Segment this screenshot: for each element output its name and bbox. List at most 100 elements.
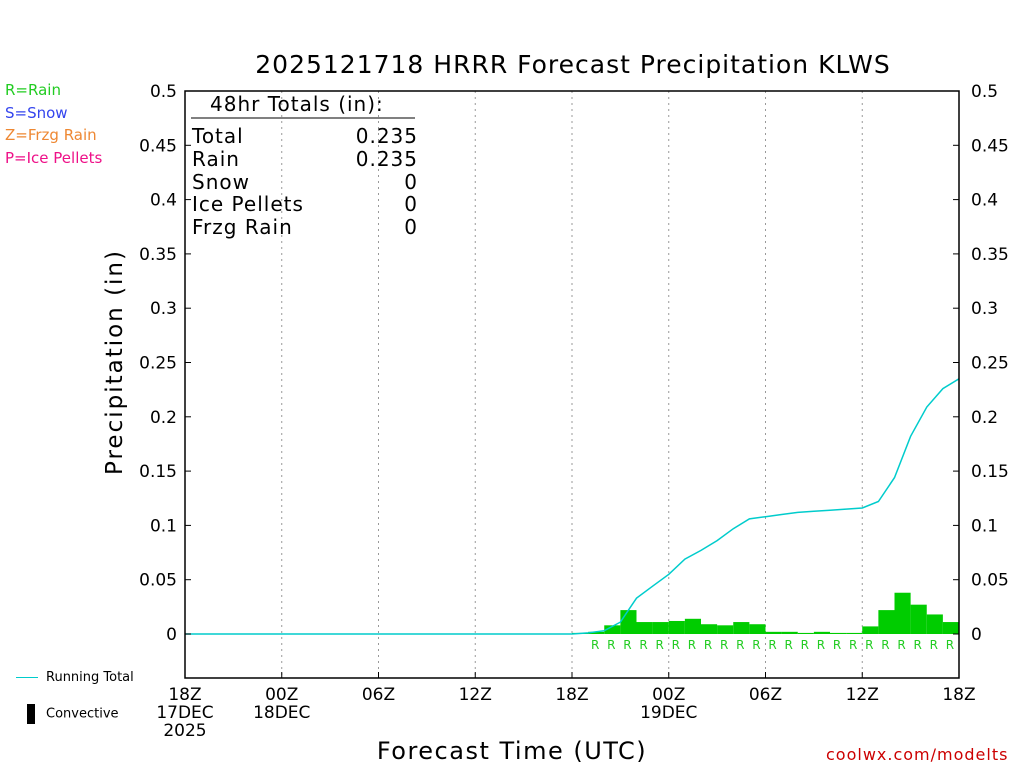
y-tick-label-left: 0.35 <box>139 245 177 265</box>
y-tick-label-left: 0.05 <box>139 571 177 591</box>
running-total-key: Running Total <box>16 670 134 685</box>
precip-bar <box>652 622 669 634</box>
precip-bar <box>813 631 830 634</box>
precip-bar <box>636 622 653 634</box>
precip-bar <box>894 592 911 634</box>
precip-bar <box>604 625 621 634</box>
totals-value-snow: 0 <box>404 170 418 194</box>
totals-value-frzg-rain: 0 <box>404 215 418 239</box>
y-tick-label-left: 0.5 <box>150 82 177 102</box>
x-tick-label: 17DEC <box>156 703 213 723</box>
ptype-label: R <box>801 638 809 652</box>
x-tick-label: 12Z <box>846 685 879 705</box>
ptype-label: R <box>865 638 873 652</box>
y-tick-label-right: 0.4 <box>971 191 998 211</box>
grid-layer <box>281 91 863 678</box>
running-total-label: Running Total <box>46 670 134 685</box>
ptype-label: R <box>672 638 680 652</box>
y-tick-label-right: 0.2 <box>971 408 998 428</box>
precip-bar <box>684 618 701 634</box>
y-tick-label-right: 0.25 <box>971 354 1009 374</box>
y-tick-label-right: 0.3 <box>971 299 998 319</box>
convective-swatch <box>27 704 35 724</box>
y-tick-label-right: 0 <box>971 625 982 645</box>
ptype-label: R <box>704 638 712 652</box>
totals-value-ice-pellets: 0 <box>404 192 418 216</box>
convective-label: Convective <box>46 706 119 722</box>
y-tick-label-right: 0.1 <box>971 516 998 536</box>
ptype-label: R <box>817 638 825 652</box>
ptype-label: R <box>784 638 792 652</box>
ptype-label: R <box>768 638 776 652</box>
y-tick-label-left: 0.1 <box>150 516 177 536</box>
precip-bar <box>926 614 943 634</box>
ptype-label: R <box>720 638 728 652</box>
x-tick-label: 19DEC <box>640 703 697 723</box>
x-axis-label: Forecast Time (UTC) <box>377 737 647 765</box>
precip-bar <box>701 624 718 634</box>
legend-rain: R=Rain <box>5 81 61 99</box>
precip-bar <box>588 631 605 634</box>
line-layer <box>185 378 960 635</box>
chart-title: 2025121718 HRRR Forecast Precipitation K… <box>255 50 891 79</box>
y-tick-label-left: 0.4 <box>150 191 177 211</box>
axes-layer: 0 00.05 0.050.1 0.10.15 0.150.2 0.20.25 0.250.… <box>139 82 1009 741</box>
precip-bar <box>781 631 798 634</box>
y-tick-label-right: 0.05 <box>971 571 1009 591</box>
x-tick-label: 18Z <box>555 685 588 705</box>
totals-label-ice-pellets: Ice Pellets <box>192 192 304 216</box>
ptype-label: R <box>752 638 760 652</box>
legend-ice-pellets: P=Ice Pellets <box>5 149 103 167</box>
precip-bar <box>733 622 750 634</box>
ptype-label: R <box>849 638 857 652</box>
x-tick-label: 06Z <box>362 685 395 705</box>
ptype-label: R <box>655 638 663 652</box>
y-tick-label-right: 0.35 <box>971 245 1009 265</box>
precip-bar <box>942 622 959 634</box>
totals-label-rain: Rain <box>192 147 240 171</box>
y-tick-label-left: 0.3 <box>150 299 177 319</box>
y-tick-label-left: 0.25 <box>139 354 177 374</box>
totals-label-snow: Snow <box>192 170 250 194</box>
y-axis-label: Precipitation (in) <box>102 249 128 475</box>
precip-bar <box>765 631 782 634</box>
ptype-label: R <box>930 638 938 652</box>
credit-text: coolwx.com/modelts <box>826 745 1009 764</box>
convective-key: Convective <box>27 704 119 724</box>
ptype-label: R <box>607 638 615 652</box>
precip-bar <box>830 632 847 634</box>
running-total-line <box>185 378 960 635</box>
ptype-label: R <box>913 638 921 652</box>
precip-bar <box>862 626 879 634</box>
x-tick-label: 18Z <box>942 685 975 705</box>
y-tick-label-right: 0.45 <box>971 136 1009 156</box>
ptype-label: R <box>623 638 631 652</box>
ptype-label: R <box>688 638 696 652</box>
x-tick-label: 00Z <box>652 685 685 705</box>
totals-label-total: Total <box>191 124 244 148</box>
ptype-label: R <box>897 638 905 652</box>
precip-bar <box>749 624 766 634</box>
ptype-label: R <box>881 638 889 652</box>
x-tick-label: 12Z <box>459 685 492 705</box>
precip-bar <box>846 632 863 634</box>
ptype-label: R <box>946 638 954 652</box>
y-tick-label-left: 0.2 <box>150 408 177 428</box>
totals-label-frzg-rain: Frzg Rain <box>192 215 293 239</box>
y-tick-label-right: 0.15 <box>971 462 1009 482</box>
precip-bar <box>878 610 895 634</box>
running-total-swatch <box>16 677 38 678</box>
precip-bar <box>620 610 637 634</box>
ptype-label: R <box>591 638 599 652</box>
ptype-label: R <box>639 638 647 652</box>
x-tick-label: 06Z <box>749 685 782 705</box>
precip-bar <box>717 625 734 634</box>
totals-value-total: 0.235 <box>356 124 418 148</box>
totals-value-rain: 0.235 <box>356 147 418 171</box>
precip-bar <box>668 620 685 634</box>
totals-header: 48hr Totals (in): <box>210 92 384 116</box>
legend-frzg-rain: Z=Frzg Rain <box>5 126 97 144</box>
ptype-label: R <box>736 638 744 652</box>
